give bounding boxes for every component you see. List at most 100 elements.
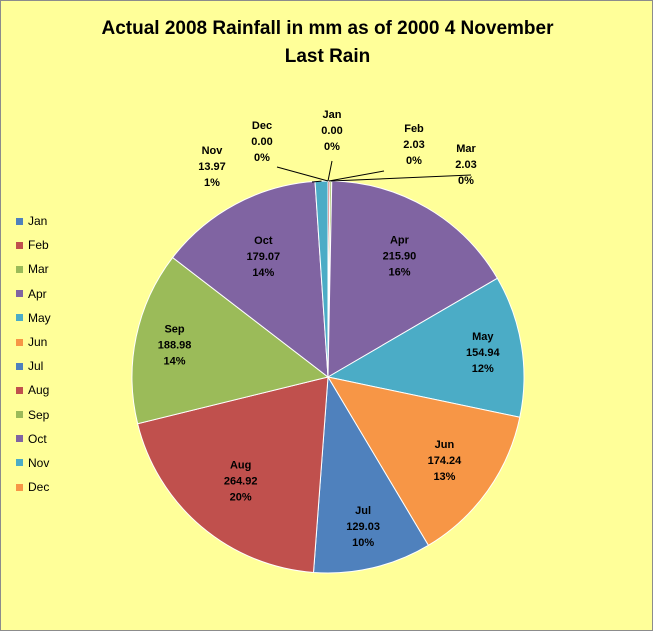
legend-label: Aug <box>28 383 50 398</box>
data-label-value: 264.92 <box>224 475 258 487</box>
legend-swatch <box>16 411 23 419</box>
data-label-value: 179.07 <box>247 251 281 263</box>
legend-swatch <box>16 314 23 322</box>
legend-swatch <box>16 217 23 225</box>
pie-slice-oct <box>171 180 329 379</box>
data-label-percent: 0% <box>406 155 422 167</box>
data-label-percent: 20% <box>230 491 252 503</box>
data-label-percent: 0% <box>324 141 340 153</box>
data-label-percent: 10% <box>352 537 374 549</box>
data-label-jun: Jun 174.24 13% <box>428 439 463 483</box>
legend-label: Mar <box>28 262 49 277</box>
legend-item-feb: Feb <box>16 233 51 257</box>
chart-title-line-1: Actual 2008 Rainfall in mm as of 2000 4 … <box>101 18 554 39</box>
legend-item-apr: Apr <box>16 282 51 306</box>
data-label-value: 174.24 <box>428 455 463 467</box>
legend-swatch <box>16 435 23 443</box>
legend-swatch <box>16 362 23 370</box>
legend-item-mar: Mar <box>16 257 51 281</box>
data-label-value: 154.94 <box>466 347 501 359</box>
data-label-percent: 0% <box>458 175 474 187</box>
leader-line-dec <box>276 166 329 182</box>
legend-label: Jan <box>28 214 48 229</box>
chart-title-line-2: Last Rain <box>284 46 371 67</box>
legend-item-nov: Nov <box>16 451 51 475</box>
data-label-may: May 154.94 12% <box>466 331 501 375</box>
pie-slice-jun <box>326 376 521 547</box>
data-label-oct: Oct 179.07 14% <box>247 235 281 279</box>
legend-label: Oct <box>28 431 47 446</box>
legend-item-oct: Oct <box>16 427 51 451</box>
leader-line-feb <box>328 170 385 182</box>
legend-label: May <box>28 310 51 325</box>
data-label-apr: Apr 215.90 16% <box>383 234 417 278</box>
data-label-percent: 1% <box>204 177 220 189</box>
data-label-percent: 16% <box>388 266 410 278</box>
data-label-sep: Sep 188.98 14% <box>158 324 192 368</box>
data-label-month: May <box>472 331 494 343</box>
legend-swatch <box>16 386 23 394</box>
pie-slice-apr <box>327 180 499 378</box>
pie-slice-jul <box>312 375 430 574</box>
data-label-month: Jan <box>323 109 342 121</box>
legend-label: Apr <box>28 286 47 301</box>
data-label-value: 2.03 <box>455 159 476 171</box>
data-label-jul: Jul 129.03 10% <box>346 505 380 549</box>
data-label-mar: Mar 2.03 0% <box>455 143 476 187</box>
legend-swatch <box>16 483 23 491</box>
legend-swatch <box>16 290 23 298</box>
data-label-month: Oct <box>254 235 273 247</box>
data-label-percent: 12% <box>472 363 494 375</box>
data-label-value: 13.97 <box>198 161 226 173</box>
data-label-value: 188.98 <box>158 340 192 352</box>
chart-title: Actual 2008 Rainfall in mm as of 2000 4 … <box>1 15 653 71</box>
data-label-aug: Aug 264.92 20% <box>224 459 258 503</box>
leader-line-jan <box>327 160 333 182</box>
data-label-month: Apr <box>390 234 410 246</box>
data-label-month: Dec <box>252 120 272 132</box>
legend-label: Feb <box>28 238 49 253</box>
data-label-month: Jul <box>355 505 371 517</box>
legend-swatch <box>16 338 23 346</box>
legend-item-dec: Dec <box>16 475 51 499</box>
data-label-month: Mar <box>456 143 476 155</box>
pie-slice-aug <box>137 376 329 573</box>
legend-item-aug: Aug <box>16 378 51 402</box>
legend-item-jan: Jan <box>16 209 51 233</box>
pie-slice-may <box>326 277 525 418</box>
data-label-percent: 0% <box>254 152 270 164</box>
leader-line-mar <box>330 174 472 182</box>
legend-item-jul: Jul <box>16 354 51 378</box>
legend-item-sep: Sep <box>16 403 51 427</box>
data-label-percent: 13% <box>433 471 455 483</box>
data-label-value: 2.03 <box>403 139 424 151</box>
legend-swatch <box>16 265 23 273</box>
legend-label: Jun <box>28 335 48 350</box>
data-label-value: 0.00 <box>251 136 272 148</box>
data-label-value: 215.90 <box>383 250 417 262</box>
legend-swatch <box>16 241 23 249</box>
data-label-value: 129.03 <box>346 521 380 533</box>
leader-line-nov <box>311 180 322 183</box>
legend-item-may: May <box>16 306 51 330</box>
legend-swatch <box>16 459 23 467</box>
data-label-month: Sep <box>164 324 184 336</box>
legend-label: Sep <box>28 407 50 422</box>
legend-label: Jul <box>28 359 44 374</box>
data-label-nov: Nov 13.97 1% <box>198 145 226 189</box>
data-label-month: Nov <box>202 145 224 157</box>
legend-label: Nov <box>28 455 50 470</box>
data-label-value: 0.00 <box>321 125 342 137</box>
legend-label: Dec <box>28 480 50 495</box>
data-label-dec: Dec 0.00 0% <box>251 120 272 164</box>
data-label-feb: Feb 2.03 0% <box>403 123 424 167</box>
data-label-month: Aug <box>230 459 251 471</box>
pie-slice-sep <box>131 256 330 425</box>
data-label-jan: Jan 0.00 0% <box>321 109 342 153</box>
data-label-percent: 14% <box>252 267 274 279</box>
data-label-percent: 14% <box>164 356 186 368</box>
legend-item-jun: Jun <box>16 330 51 354</box>
data-label-month: Feb <box>404 123 424 135</box>
